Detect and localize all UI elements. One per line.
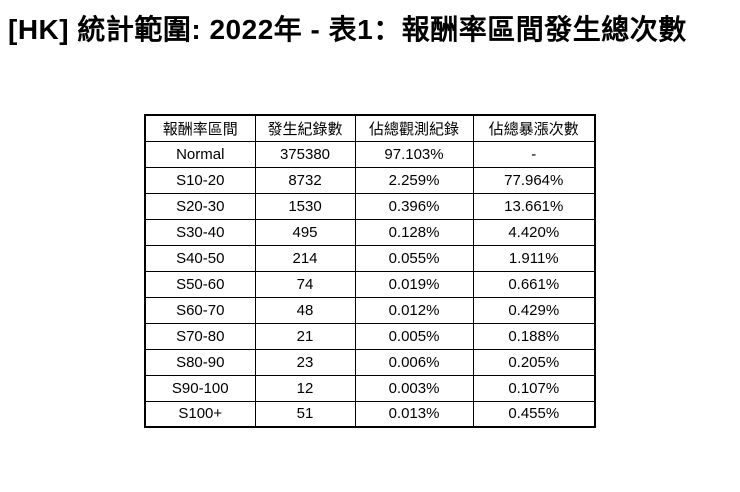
table-cell: S90-100 xyxy=(144,374,256,402)
table-cell: S40-50 xyxy=(144,244,256,272)
table-cell: S50-60 xyxy=(144,270,256,298)
table-cell: 0.396% xyxy=(354,192,474,220)
table-cell: 48 xyxy=(254,296,356,324)
column-header: 佔總暴漲次數 xyxy=(472,114,596,142)
table-cell: 0.429% xyxy=(472,296,596,324)
table-cell: 0.012% xyxy=(354,296,474,324)
table-cell: 214 xyxy=(254,244,356,272)
table-row: S80-90 23 0.006% 0.205% xyxy=(144,348,596,376)
table-cell: S100+ xyxy=(144,400,256,428)
table-cell: S20-30 xyxy=(144,192,256,220)
table-container: 報酬率區間 發生紀錄數 佔總觀測紀錄 佔總暴漲次數 Normal 375380 97.10… xyxy=(0,114,740,428)
table-cell: S70-80 xyxy=(144,322,256,350)
table-cell: 21 xyxy=(254,322,356,350)
column-header: 佔總觀測紀錄 xyxy=(354,114,474,142)
table-cell: 0.003% xyxy=(354,374,474,402)
table-cell: Normal xyxy=(144,140,256,168)
table-cell: 0.055% xyxy=(354,244,474,272)
column-header: 報酬率區間 xyxy=(144,114,256,142)
table-cell: 0.188% xyxy=(472,322,596,350)
table-cell: S30-40 xyxy=(144,218,256,246)
return-rate-interval-table: 報酬率區間 發生紀錄數 佔總觀測紀錄 佔總暴漲次數 Normal 375380 97.10… xyxy=(144,114,596,428)
table-cell: 1530 xyxy=(254,192,356,220)
column-header: 發生紀錄數 xyxy=(254,114,356,142)
table-cell: 0.661% xyxy=(472,270,596,298)
table-row: S40-50 214 0.055% 1.911% xyxy=(144,244,596,272)
table-cell: 375380 xyxy=(254,140,356,168)
table-row: Normal 375380 97.103% - xyxy=(144,140,596,168)
table-cell: S10-20 xyxy=(144,166,256,194)
table-cell: 8732 xyxy=(254,166,356,194)
table-cell: S60-70 xyxy=(144,296,256,324)
table-header-row: 報酬率區間 發生紀錄數 佔總觀測紀錄 佔總暴漲次數 xyxy=(144,114,596,142)
table-cell: 13.661% xyxy=(472,192,596,220)
table-cell: 0.005% xyxy=(354,322,474,350)
table-cell: 51 xyxy=(254,400,356,428)
table-row: S90-100 12 0.003% 0.107% xyxy=(144,374,596,402)
table-header: 報酬率區間 發生紀錄數 佔總觀測紀錄 佔總暴漲次數 xyxy=(144,114,596,142)
table-cell: 0.019% xyxy=(354,270,474,298)
table-cell: 0.107% xyxy=(472,374,596,402)
table-cell: 97.103% xyxy=(354,140,474,168)
table-row: S70-80 21 0.005% 0.188% xyxy=(144,322,596,350)
table-cell: S80-90 xyxy=(144,348,256,376)
page-title: [HK] 統計範圍: 2022年 - 表1：報酬率區間發生總次數 xyxy=(8,14,687,45)
table-row: S60-70 48 0.012% 0.429% xyxy=(144,296,596,324)
table-body: Normal 375380 97.103% - S10-20 8732 2.259% 77.9… xyxy=(144,140,596,428)
table-cell: 74 xyxy=(254,270,356,298)
table-cell: 77.964% xyxy=(472,166,596,194)
table-row: S20-30 1530 0.396% 13.661% xyxy=(144,192,596,220)
table-row: S100+ 51 0.013% 0.455% xyxy=(144,400,596,428)
table-cell: 0.128% xyxy=(354,218,474,246)
table-cell: 0.455% xyxy=(472,400,596,428)
table-cell: 2.259% xyxy=(354,166,474,194)
table-cell: - xyxy=(472,140,596,168)
table-row: S50-60 74 0.019% 0.661% xyxy=(144,270,596,298)
table-row: S10-20 8732 2.259% 77.964% xyxy=(144,166,596,194)
table-cell: 12 xyxy=(254,374,356,402)
table-cell: 0.205% xyxy=(472,348,596,376)
table-cell: 0.006% xyxy=(354,348,474,376)
table-cell: 1.911% xyxy=(472,244,596,272)
table-cell: 4.420% xyxy=(472,218,596,246)
table-cell: 495 xyxy=(254,218,356,246)
table-cell: 0.013% xyxy=(354,400,474,428)
table-cell: 23 xyxy=(254,348,356,376)
table-row: S30-40 495 0.128% 4.420% xyxy=(144,218,596,246)
